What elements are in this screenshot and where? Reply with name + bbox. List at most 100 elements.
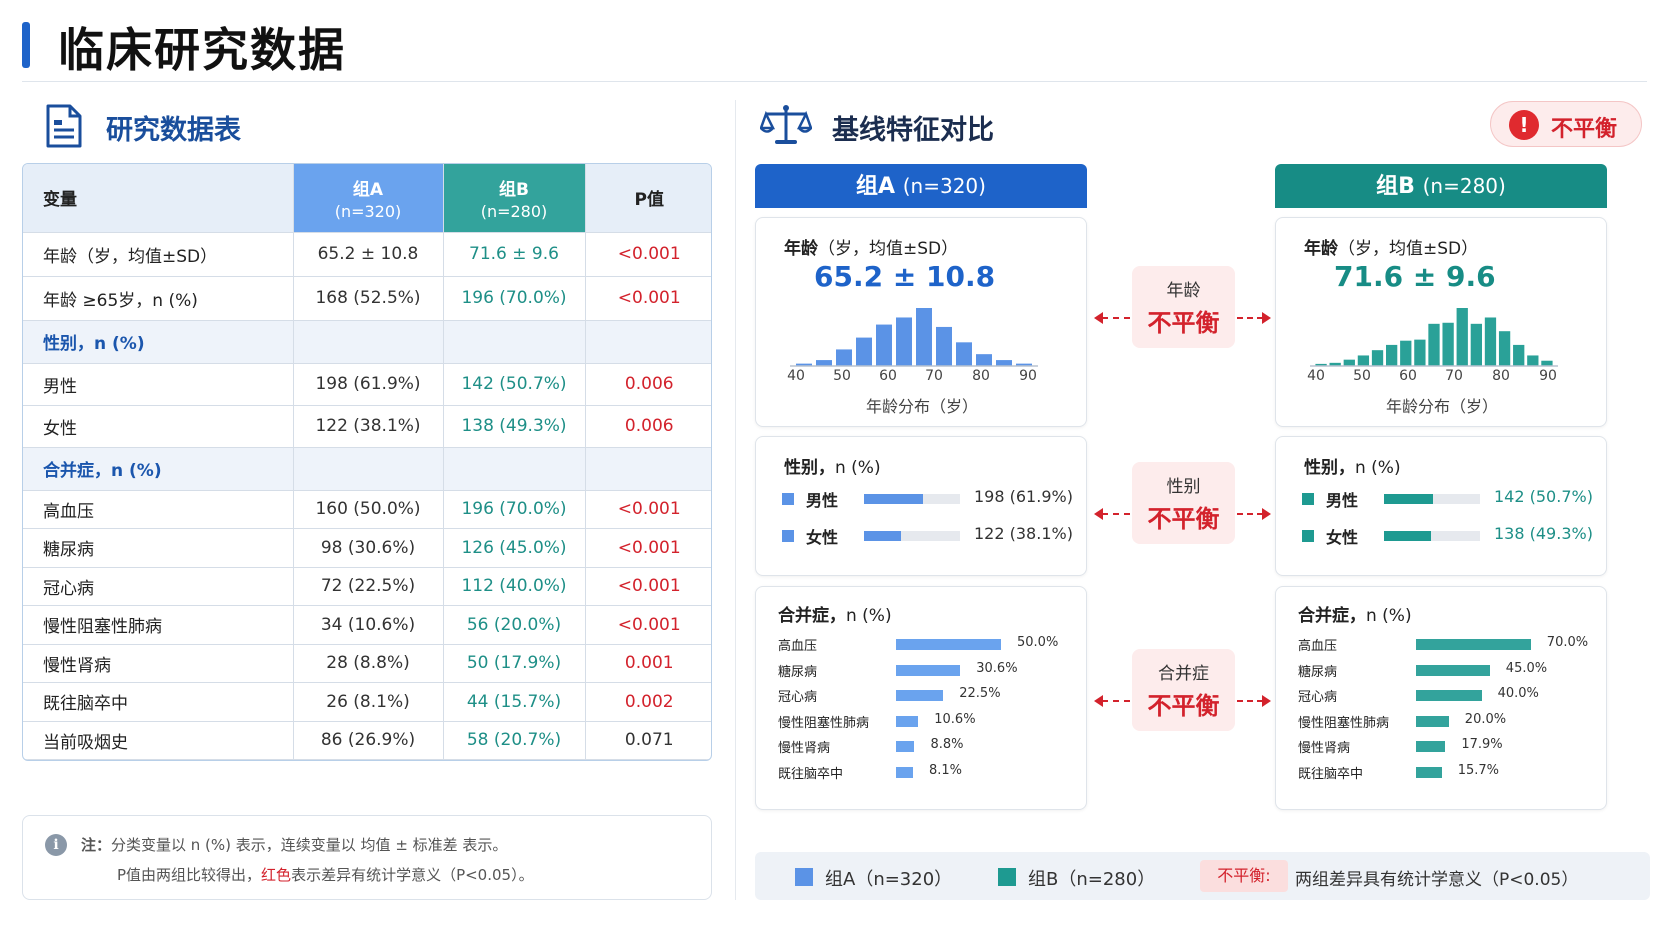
comorbidity-row: 高血压 70.0% bbox=[1298, 635, 1598, 655]
sex-bar-track bbox=[1384, 531, 1480, 541]
group-a-header: 组A (n=320) bbox=[755, 164, 1087, 208]
histogram-bar bbox=[1498, 331, 1511, 366]
group-a-cell: 26 (8.1%) bbox=[293, 682, 444, 722]
comorbidity-value: 45.0% bbox=[1505, 660, 1548, 676]
imbalance-badge-status: 不平衡 bbox=[1147, 692, 1220, 720]
sex-value: 138 (49.3%) bbox=[1494, 524, 1593, 543]
sex-row: 男性 198 (61.9%) bbox=[782, 487, 1082, 511]
dashed-connector bbox=[1102, 700, 1130, 702]
document-icon bbox=[44, 104, 84, 148]
info-icon: i bbox=[45, 834, 67, 856]
table-section-title: 研究数据表 bbox=[106, 115, 241, 146]
comorbidity-label: 高血压 bbox=[778, 639, 818, 654]
p-value-cell: <0.001 bbox=[585, 605, 711, 645]
comorbidity-bar bbox=[1416, 690, 1482, 701]
p-value-cell: 0.071 bbox=[585, 721, 711, 760]
legend-square bbox=[1302, 493, 1314, 505]
axis-tick-label: 40 bbox=[1307, 368, 1325, 384]
variable-cell: 高血压 bbox=[23, 490, 294, 529]
group-a-cell: 160 (50.0%) bbox=[293, 490, 444, 529]
histogram-bar bbox=[1456, 308, 1468, 366]
comorbidity-value: 30.6% bbox=[976, 660, 1018, 676]
header-variable: 变量 bbox=[23, 164, 294, 233]
axis-tick-label: 60 bbox=[1399, 368, 1417, 384]
group-b-age-histogram bbox=[1310, 308, 1558, 367]
group-b-age-value: 71.6 ± 9.6 bbox=[1334, 260, 1496, 293]
group-b-cell: 71.6 ± 9.6 bbox=[443, 232, 586, 277]
variable-cell: 女性 bbox=[23, 405, 294, 448]
sex-row: 女性 122 (38.1%) bbox=[782, 524, 1082, 548]
page-title: 临床研究数据 bbox=[58, 23, 346, 77]
group-a-cell: 122 (38.1%) bbox=[293, 405, 444, 448]
variable-cell: 年龄（岁，均值±SD） bbox=[23, 232, 294, 277]
footnote-line-1: 注：分类变量以 n (%) 表示，连续变量以 均值 ± 标准差 表示。 bbox=[81, 836, 508, 854]
p-value-cell: 0.006 bbox=[585, 405, 711, 448]
comorbidity-value: 50.0% bbox=[1017, 635, 1059, 650]
axis-tick-label: 40 bbox=[787, 368, 805, 384]
group-a-cell: 28 (8.8%) bbox=[293, 644, 444, 683]
comorbidity-bar bbox=[896, 664, 961, 676]
comorbidity-value: 40.0% bbox=[1497, 686, 1539, 701]
comorbidity-value: 20.0% bbox=[1464, 711, 1507, 727]
comorbidity-row: 既往脑卒中 15.7% bbox=[1298, 763, 1598, 783]
p-value-cell: 0.002 bbox=[585, 682, 711, 722]
group-label: 合并症，n (%) bbox=[23, 447, 294, 491]
arrow-right-icon bbox=[1262, 695, 1271, 707]
comorbidity-label: 冠心病 bbox=[778, 690, 818, 705]
histogram-bar bbox=[1428, 323, 1440, 366]
comorbidity-label: 慢性肾病 bbox=[1298, 741, 1351, 756]
comorbidity-bar bbox=[896, 639, 1001, 650]
histogram-bar bbox=[796, 363, 812, 366]
histogram-bar bbox=[1541, 360, 1553, 366]
comorbidity-bar bbox=[1416, 639, 1531, 650]
arrow-right-icon bbox=[1262, 312, 1271, 324]
comorbidity-value: 70.0% bbox=[1546, 635, 1589, 650]
group-a-cell: 198 (61.9%) bbox=[293, 363, 444, 406]
comorbidity-label: 既往脑卒中 bbox=[1298, 766, 1364, 782]
comorbidity-value: 17.9% bbox=[1461, 737, 1503, 752]
comorbidity-value: 22.5% bbox=[959, 686, 1001, 701]
empty-cell bbox=[443, 320, 586, 364]
histogram-bar bbox=[1414, 339, 1426, 366]
comparison-legend: 组A（n=320） 组B（n=280） 不平衡: 两组差异具有统计学意义（P<0… bbox=[755, 852, 1650, 900]
empty-cell bbox=[293, 320, 444, 364]
comorbidity-label: 慢性肾病 bbox=[778, 741, 831, 756]
group-a-cell: 86 (26.9%) bbox=[293, 721, 444, 760]
histogram-bar bbox=[956, 342, 972, 366]
comorbidity-row: 糖尿病 45.0% bbox=[1298, 661, 1598, 681]
group-b-header: 组B (n=280) bbox=[1275, 164, 1607, 208]
header-p-value: P值 bbox=[585, 164, 711, 233]
group-b-age-ticks: 40 50 60 70 80 90 bbox=[1296, 368, 1586, 388]
legend-label-b: 组B（n=280） bbox=[1028, 869, 1156, 890]
comorbidity-row: 慢性阻塞性肺病 20.0% bbox=[1298, 712, 1598, 732]
p-value-cell: <0.001 bbox=[585, 276, 711, 321]
legend-imbalance-tag: 不平衡: bbox=[1200, 860, 1288, 892]
legend-swatch-a bbox=[795, 868, 813, 886]
comorbidity-label: 糖尿病 bbox=[778, 664, 818, 680]
comorbidity-bar bbox=[896, 690, 944, 701]
comorbidity-bar bbox=[1416, 664, 1490, 676]
comorbidity-bar bbox=[896, 715, 919, 727]
comorbidity-bar bbox=[1416, 741, 1446, 752]
histogram-bar bbox=[836, 349, 852, 366]
comorbidity-label: 慢性阻塞性肺病 bbox=[778, 715, 870, 731]
group-a-age-value: 65.2 ± 10.8 bbox=[814, 260, 996, 293]
histogram-bar bbox=[1357, 355, 1370, 366]
variable-cell: 慢性肾病 bbox=[23, 644, 294, 683]
histogram-bar bbox=[876, 324, 892, 366]
imbalance-status-badge: ! 不平衡 bbox=[1490, 101, 1642, 147]
variable-cell: 慢性阻塞性肺病 bbox=[23, 605, 294, 645]
dashed-connector bbox=[1237, 317, 1263, 319]
histogram-bar bbox=[996, 360, 1012, 366]
table-row: 当前吸烟史 86 (26.9%) 58 (20.7%) 0.071 bbox=[23, 721, 711, 760]
group-b-comorbidity-card: 合并症，n (%) 高血压 70.0% 糖尿病 45.0% 冠心病 40.0% 慢性阻塞性肺… bbox=[1275, 586, 1607, 810]
comorbidity-row: 糖尿病 30.6% bbox=[778, 661, 1078, 681]
table-row: 高血压 160 (50.0%) 196 (70.0%) <0.001 bbox=[23, 490, 711, 529]
header-group-a: 组A (n=320) bbox=[293, 164, 444, 233]
imbalance-badge-status: 不平衡 bbox=[1147, 505, 1220, 533]
histogram-bar bbox=[1442, 322, 1454, 366]
axis-tick-label: 90 bbox=[1539, 368, 1557, 384]
group-a-comorbidity-card: 合并症，n (%) 高血压 50.0% 糖尿病 30.6% 冠心病 22.5% 慢性阻塞性肺… bbox=[755, 586, 1087, 810]
imbalance-badge: 性别 不平衡 bbox=[1132, 462, 1235, 544]
comorbidity-row: 冠心病 40.0% bbox=[1298, 686, 1598, 706]
